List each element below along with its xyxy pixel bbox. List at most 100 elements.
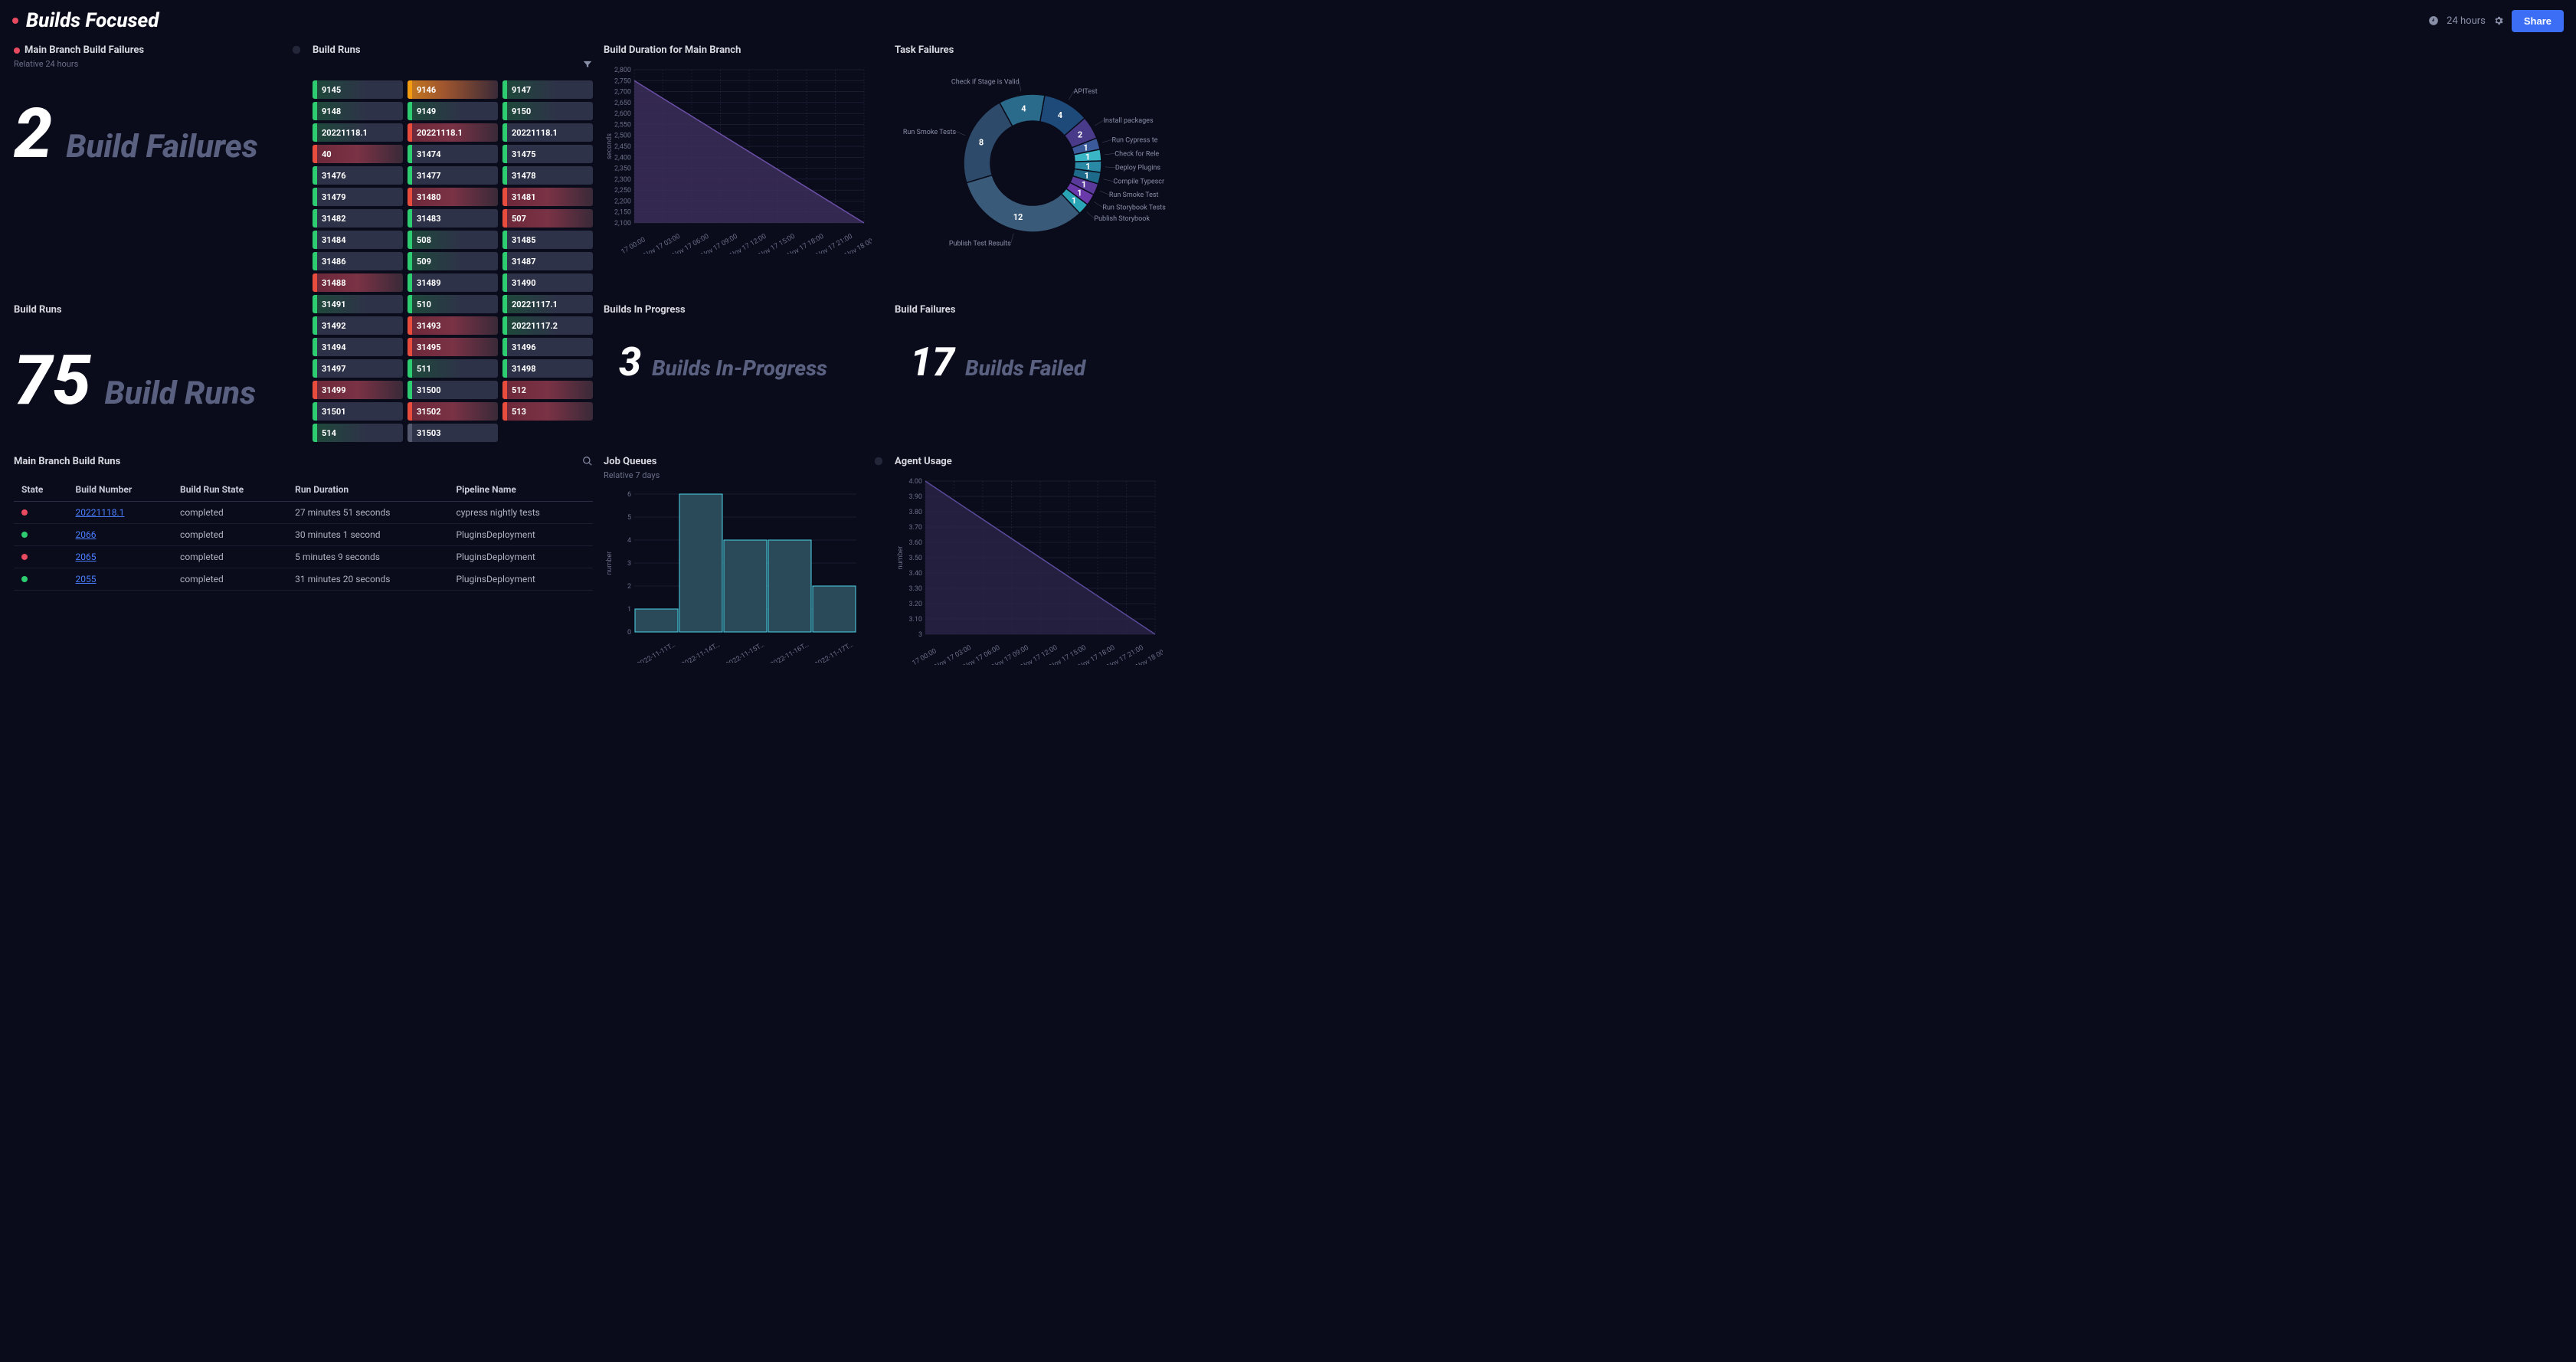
panel-subtitle: Relative 24 hours <box>14 59 144 69</box>
build-run-pill[interactable]: 511 <box>408 359 498 378</box>
build-run-pill[interactable]: 31502 <box>408 402 498 421</box>
table-row[interactable]: 2055completed31 minutes 20 secondsPlugin… <box>14 568 593 591</box>
build-run-pill[interactable]: 31482 <box>313 209 403 228</box>
build-run-pill[interactable]: 31480 <box>408 188 498 206</box>
table-row[interactable]: 2066completed30 minutes 1 secondPluginsD… <box>14 524 593 546</box>
gear-icon[interactable] <box>2493 15 2504 26</box>
svg-text:3.40: 3.40 <box>908 570 922 578</box>
build-run-pill[interactable]: 31495 <box>408 338 498 356</box>
svg-text:1: 1 <box>1083 142 1088 152</box>
panel-task-failures: Task Failures 4Check if Stage is Valid4A… <box>893 41 1177 293</box>
svg-text:2,300: 2,300 <box>614 176 631 184</box>
table-row[interactable]: 2065completed5 minutes 9 secondsPluginsD… <box>14 546 593 568</box>
build-number-link[interactable]: 20221118.1 <box>76 507 125 518</box>
build-run-pill[interactable]: 31485 <box>502 231 593 249</box>
build-run-pill[interactable]: 9146 <box>408 80 498 99</box>
build-run-pill[interactable]: 9149 <box>408 102 498 120</box>
build-run-pill[interactable]: 31491 <box>313 295 403 313</box>
build-run-pill[interactable]: 9145 <box>313 80 403 99</box>
build-run-pill[interactable]: 31503 <box>408 424 498 442</box>
svg-text:4.00: 4.00 <box>908 478 922 486</box>
build-run-pill[interactable]: 31487 <box>502 252 593 270</box>
build-run-pill[interactable]: 514 <box>313 424 403 442</box>
filter-icon[interactable] <box>313 59 593 73</box>
build-run-pill[interactable]: 508 <box>408 231 498 249</box>
build-number-link[interactable]: 2055 <box>76 574 97 584</box>
build-run-pill[interactable]: 31488 <box>313 273 403 292</box>
svg-text:2022-11-17T…: 2022-11-17T… <box>813 641 854 663</box>
panel-title: Main Branch Build Failures <box>25 44 144 56</box>
build-run-pill[interactable]: 31476 <box>313 166 403 185</box>
panel-build-duration: Build Duration for Main Branch 2,1002,15… <box>602 41 885 293</box>
build-run-pill[interactable]: 9147 <box>502 80 593 99</box>
build-run-pill[interactable]: 40 <box>313 145 403 163</box>
build-run-pill[interactable]: 31486 <box>313 252 403 270</box>
build-run-pill[interactable]: 507 <box>502 209 593 228</box>
svg-text:seconds: seconds <box>606 133 614 159</box>
header-left: Builds Focused <box>12 9 159 32</box>
build-run-pill[interactable]: 31481 <box>502 188 593 206</box>
build-run-pill[interactable]: 31490 <box>502 273 593 292</box>
build-run-pill[interactable]: 31475 <box>502 145 593 163</box>
table-header[interactable]: State <box>14 478 68 502</box>
panel-title: Builds In Progress <box>604 304 884 316</box>
panel-build-failures: Main Branch Build Failures Relative 24 h… <box>12 41 303 293</box>
build-run-pill[interactable]: 512 <box>502 381 593 399</box>
build-run-pill[interactable]: 31501 <box>313 402 403 421</box>
svg-text:3: 3 <box>918 631 922 639</box>
table-header[interactable]: Build Number <box>68 478 173 502</box>
build-run-pill[interactable]: 31492 <box>313 316 403 335</box>
build-run-pill[interactable]: 20221118.1 <box>313 123 403 142</box>
build-run-pill[interactable]: 9150 <box>502 102 593 120</box>
build-run-pill[interactable]: 31479 <box>313 188 403 206</box>
build-run-pill[interactable]: 31496 <box>502 338 593 356</box>
share-button[interactable]: Share <box>2512 10 2564 32</box>
table-header[interactable]: Build Run State <box>172 478 287 502</box>
build-run-pill[interactable]: 31489 <box>408 273 498 292</box>
build-run-pill[interactable]: 31494 <box>313 338 403 356</box>
build-run-pill[interactable]: 31493 <box>408 316 498 335</box>
build-run-pill[interactable]: 31499 <box>313 381 403 399</box>
svg-text:2: 2 <box>1078 130 1082 140</box>
svg-text:number: number <box>897 546 905 570</box>
svg-text:Publish Storybook: Publish Storybook <box>1094 215 1150 223</box>
build-run-pill[interactable]: 20221118.1 <box>408 123 498 142</box>
build-run-pill[interactable]: 31478 <box>502 166 593 185</box>
search-icon[interactable] <box>582 456 593 467</box>
panel-title: Task Failures <box>895 44 1175 56</box>
svg-text:3.80: 3.80 <box>908 509 922 516</box>
build-run-pill[interactable]: 9148 <box>313 102 403 120</box>
svg-text:Run Cypress te: Run Cypress te <box>1112 136 1158 144</box>
time-range-label[interactable]: 24 hours <box>2447 15 2486 27</box>
build-number-link[interactable]: 2066 <box>76 529 97 540</box>
build-run-pill[interactable]: 31483 <box>408 209 498 228</box>
build-run-pill[interactable]: 31484 <box>313 231 403 249</box>
build-run-pill[interactable]: 20221117.1 <box>502 295 593 313</box>
dashboard-grid: Main Branch Build Failures Relative 24 h… <box>12 41 2564 668</box>
svg-text:Compile Typescr: Compile Typescr <box>1113 178 1164 186</box>
table-header[interactable]: Pipeline Name <box>448 478 593 502</box>
table-row[interactable]: 20221118.1completed27 minutes 51 seconds… <box>14 502 593 524</box>
svg-text:3.50: 3.50 <box>908 555 922 562</box>
build-run-pill[interactable]: 20221118.1 <box>502 123 593 142</box>
build-run-pill[interactable]: 509 <box>408 252 498 270</box>
svg-text:2,700: 2,700 <box>614 89 631 97</box>
donut-chart: 4Check if Stage is Valid4APITest2Install… <box>895 64 1175 263</box>
build-run-pill[interactable]: 513 <box>502 402 593 421</box>
svg-text:2,600: 2,600 <box>614 110 631 118</box>
build-run-pill[interactable]: 510 <box>408 295 498 313</box>
build-run-pill[interactable]: 20221117.2 <box>502 316 593 335</box>
stat-label: Build Runs <box>105 375 256 412</box>
build-number-link[interactable]: 2065 <box>76 552 97 562</box>
svg-text:17 00:00: 17 00:00 <box>911 647 938 665</box>
build-run-pill[interactable]: 31500 <box>408 381 498 399</box>
panel-job-queues: Job Queues Relative 7 days 01234562022-1… <box>602 453 885 668</box>
panel-build-runs-table: Main Branch Build Runs StateBuild Number… <box>12 453 594 668</box>
table-header[interactable]: Run Duration <box>287 478 448 502</box>
build-run-pill[interactable]: 31474 <box>408 145 498 163</box>
build-run-pill[interactable]: 31477 <box>408 166 498 185</box>
build-run-pill[interactable]: 31497 <box>313 359 403 378</box>
clock-icon <box>291 44 302 55</box>
build-run-pill[interactable]: 31498 <box>502 359 593 378</box>
svg-text:3.70: 3.70 <box>908 524 922 532</box>
